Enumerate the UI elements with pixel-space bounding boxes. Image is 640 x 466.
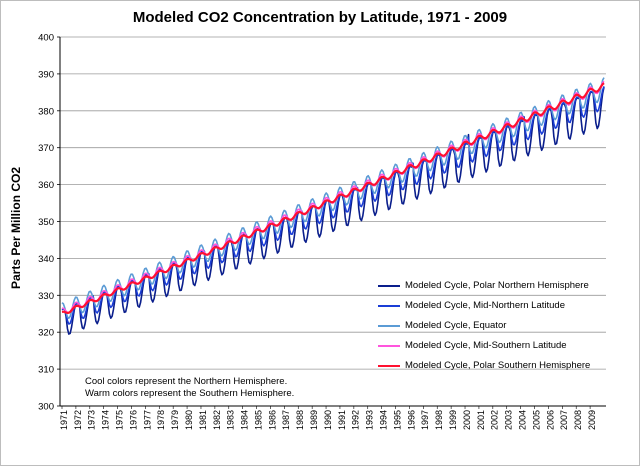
x-tick-label-1996: 1996 xyxy=(406,410,416,430)
x-tick-label-1982: 1982 xyxy=(212,410,222,430)
x-tick-label-1998: 1998 xyxy=(434,410,444,430)
legend-label-3: Modeled Cycle, Equator xyxy=(405,320,507,331)
legend-item-4: Modeled Cycle, Mid-Southern Latitude xyxy=(378,339,618,353)
legend-swatch-4 xyxy=(378,345,400,347)
y-tick-label-370: 370 xyxy=(38,143,54,154)
legend-item-1: Modeled Cycle, Polar Northern Hemisphere xyxy=(378,279,618,293)
legend-swatch-3 xyxy=(378,325,400,327)
x-tick-label-1989: 1989 xyxy=(309,410,319,430)
x-tick-label-1985: 1985 xyxy=(253,410,263,430)
y-tick-label-300: 300 xyxy=(38,402,54,413)
y-tick-label-320: 320 xyxy=(38,328,54,339)
x-tick-label-1992: 1992 xyxy=(351,410,361,430)
legend-swatch-1 xyxy=(378,285,400,287)
x-tick-label-1976: 1976 xyxy=(128,410,138,430)
series-line-2 xyxy=(61,86,605,325)
y-tick-label-360: 360 xyxy=(38,180,54,191)
legend-label-1: Modeled Cycle, Polar Northern Hemisphere xyxy=(405,280,589,291)
legend-item-3: Modeled Cycle, Equator xyxy=(378,319,618,333)
legend-item-2: Modeled Cycle, Mid-Northern Latitude xyxy=(378,299,618,313)
x-tick-label-1990: 1990 xyxy=(323,410,333,430)
x-tick-label-1973: 1973 xyxy=(87,410,97,430)
legend-swatch-2 xyxy=(378,305,400,307)
hemisphere-note: Cool colors represent the Northern Hemis… xyxy=(85,376,294,400)
x-tick-label-1975: 1975 xyxy=(114,410,124,430)
x-tick-label-1986: 1986 xyxy=(267,410,277,430)
x-tick-label-1984: 1984 xyxy=(240,410,250,430)
x-tick-label-1994: 1994 xyxy=(379,410,389,430)
x-tick-label-2007: 2007 xyxy=(559,410,569,430)
x-tick-label-1987: 1987 xyxy=(281,410,291,430)
x-tick-label-1988: 1988 xyxy=(295,410,305,430)
y-tick-label-380: 380 xyxy=(38,106,54,117)
x-tick-label-1997: 1997 xyxy=(420,410,430,430)
legend-swatch-5 xyxy=(378,365,400,367)
chart-title: Modeled CO2 Concentration by Latitude, 1… xyxy=(132,9,508,26)
x-tick-label-1980: 1980 xyxy=(184,410,194,430)
y-tick-label-330: 330 xyxy=(38,291,54,302)
x-tick-label-1972: 1972 xyxy=(73,410,83,430)
y-tick-label-310: 310 xyxy=(38,365,54,376)
x-tick-label-2008: 2008 xyxy=(573,410,583,430)
series-line-5 xyxy=(61,82,605,314)
x-tick-label-2002: 2002 xyxy=(490,410,500,430)
x-tick-label-2001: 2001 xyxy=(476,410,486,430)
y-tick-label-340: 340 xyxy=(38,254,54,265)
x-tick-label-1977: 1977 xyxy=(142,410,152,430)
x-tick-label-2006: 2006 xyxy=(545,410,555,430)
note-line-2: Warm colors represent the Southern Hemis… xyxy=(85,388,295,399)
note-line-1: Cool colors represent the Northern Hemis… xyxy=(85,376,288,387)
x-tick-label-1983: 1983 xyxy=(226,410,236,430)
x-tick-label-1999: 1999 xyxy=(448,410,458,430)
x-tick-label-1971: 1971 xyxy=(59,410,69,430)
x-tick-label-2004: 2004 xyxy=(518,410,528,430)
y-tick-label-390: 390 xyxy=(38,69,54,80)
x-tick-label-1974: 1974 xyxy=(101,410,111,430)
x-tick-label-2000: 2000 xyxy=(462,410,472,430)
x-tick-label-1993: 1993 xyxy=(365,410,375,430)
x-tick-label-2009: 2009 xyxy=(587,410,597,430)
x-tick-label-1995: 1995 xyxy=(392,410,402,430)
x-tick-label-1978: 1978 xyxy=(156,410,166,430)
x-tick-label-2005: 2005 xyxy=(531,410,541,430)
x-tick-label-1979: 1979 xyxy=(170,410,180,430)
legend-label-5: Modeled Cycle, Polar Southern Hemisphere xyxy=(405,360,591,371)
y-tick-label-400: 400 xyxy=(38,33,54,44)
series-line-3 xyxy=(61,77,605,320)
legend-label-4: Modeled Cycle, Mid-Southern Latitude xyxy=(405,340,567,351)
y-tick-label-350: 350 xyxy=(38,217,54,228)
x-tick-label-2003: 2003 xyxy=(504,410,514,430)
legend-label-2: Modeled Cycle, Mid-Northern Latitude xyxy=(405,300,565,311)
legend-item-5: Modeled Cycle, Polar Southern Hemisphere xyxy=(378,359,618,373)
x-tick-label-1981: 1981 xyxy=(198,410,208,430)
x-tick-label-1991: 1991 xyxy=(337,410,347,430)
series-line-1 xyxy=(61,86,605,335)
